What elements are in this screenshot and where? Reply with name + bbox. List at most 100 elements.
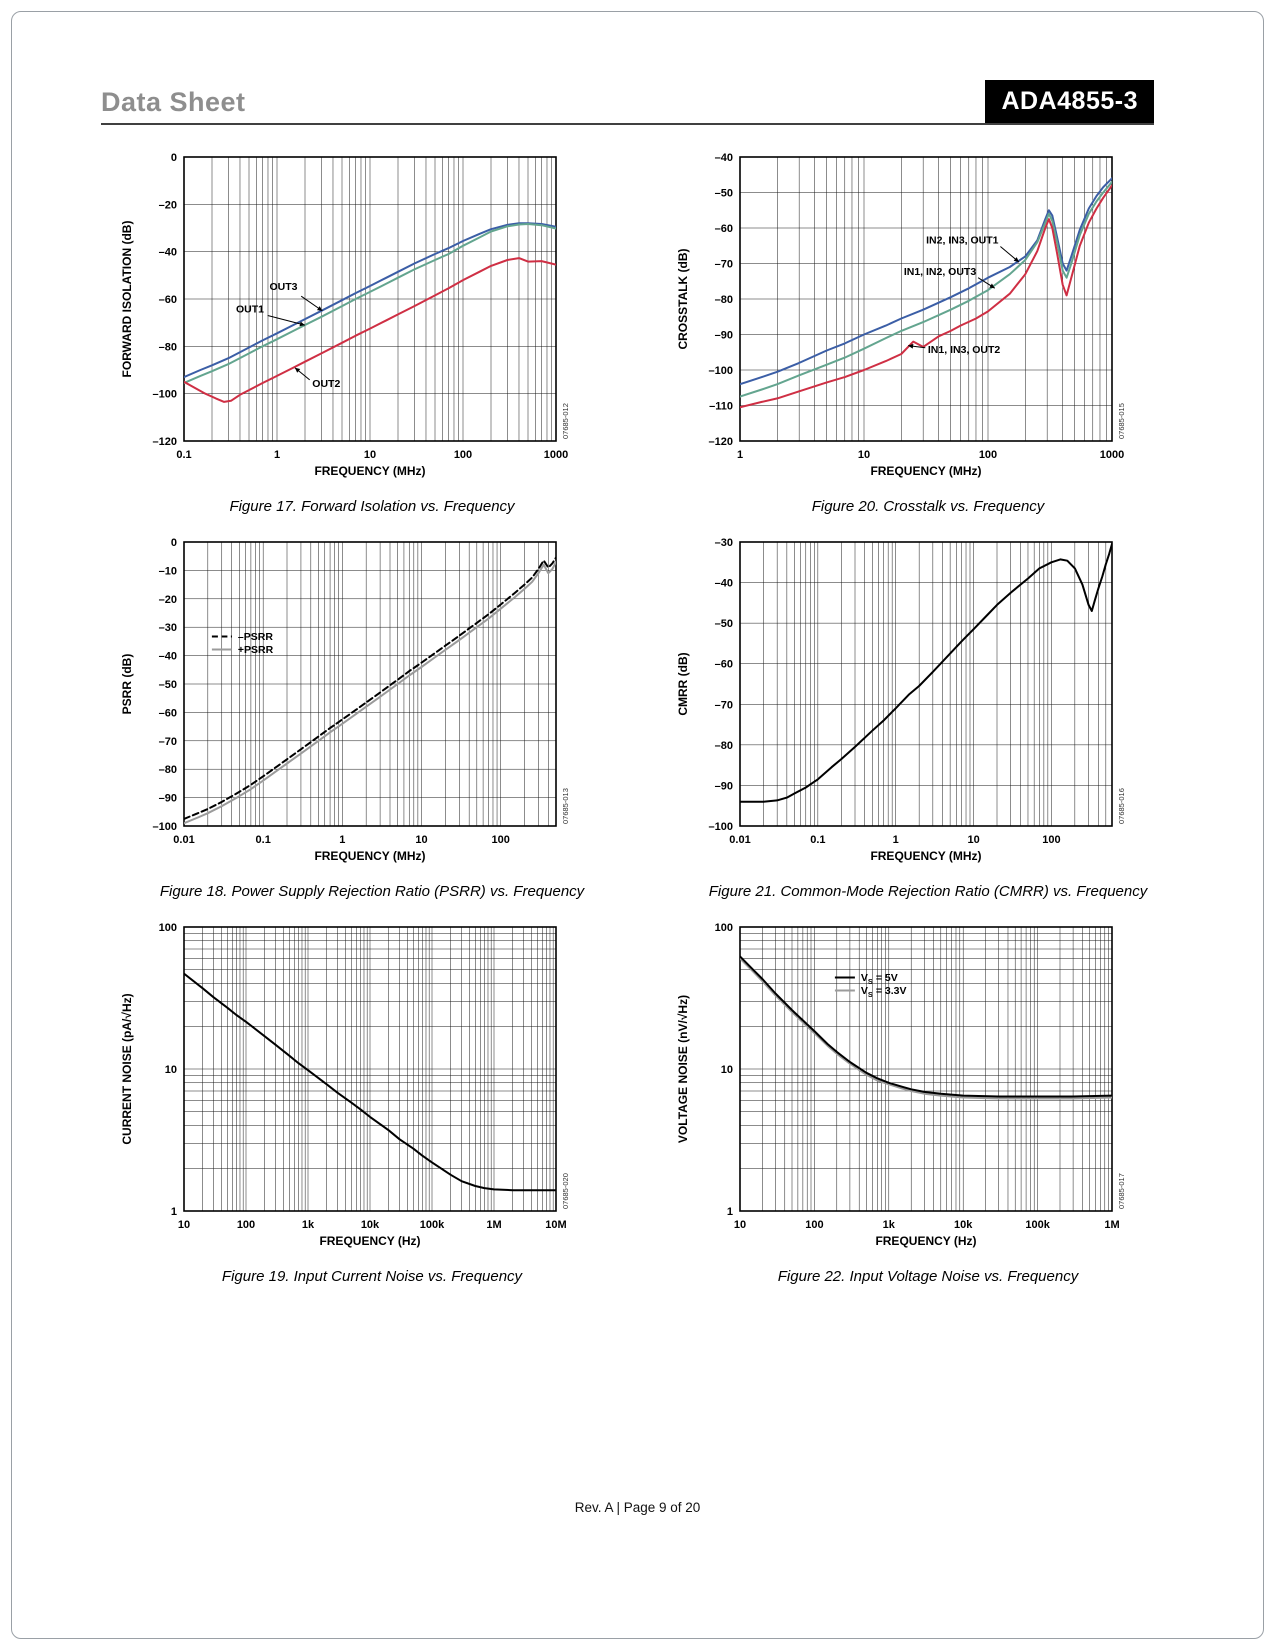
svg-text:100: 100 — [159, 922, 177, 934]
svg-text:10k: 10k — [954, 1219, 973, 1231]
svg-text:–50: –50 — [715, 618, 733, 630]
svg-text:–120: –120 — [153, 436, 177, 448]
svg-text:1: 1 — [737, 449, 743, 461]
svg-text:–100: –100 — [153, 389, 177, 401]
svg-text:0: 0 — [171, 537, 177, 549]
page-footer: Rev. A | Page 9 of 20 — [574, 1500, 701, 1515]
plot-border — [739, 541, 1113, 827]
svg-text:0.1: 0.1 — [176, 449, 191, 461]
x-axis-label: FREQUENCY (MHz) — [870, 849, 981, 863]
series-group — [184, 972, 556, 1192]
series-in2-in3-out1 — [740, 177, 1112, 386]
svg-text:–10: –10 — [159, 565, 177, 577]
svg-text:0.1: 0.1 — [810, 834, 825, 846]
svg-text:100k: 100k — [420, 1219, 445, 1231]
svg-text:10: 10 — [415, 834, 427, 846]
svg-text:–30: –30 — [715, 537, 733, 549]
chart-root: 0 –10 –20 –30 –40 –50 –60 –70 –80 –90 –1000.01 0.1 1… — [120, 537, 570, 863]
svg-text:100k: 100k — [1025, 1219, 1050, 1231]
annotation-label: IN2, IN3, OUT1 — [926, 235, 999, 247]
svg-text:–20: –20 — [159, 594, 177, 606]
legend-label: +PSRR — [238, 644, 274, 656]
tick-labels: –30 –40 –50 –60 –70 –80 –90 –1000.01 0.1 1 10 100 — [709, 537, 1061, 846]
svg-text:1: 1 — [339, 834, 345, 846]
svg-text:1: 1 — [171, 1206, 177, 1218]
svg-text:1M: 1M — [1104, 1219, 1119, 1231]
svg-text:10: 10 — [858, 449, 870, 461]
svg-text:–40: –40 — [715, 578, 733, 590]
figure-21: –30 –40 –50 –60 –70 –80 –90 –100 0.01 0.1 1 10 100 FR… — [672, 532, 1228, 900]
annotation-arrowhead — [317, 306, 323, 311]
svg-text:–90: –90 — [715, 780, 733, 792]
svg-text:–60: –60 — [715, 659, 733, 671]
grid-lines — [739, 926, 1113, 1212]
svg-text:–80: –80 — [159, 341, 177, 353]
figure-code: 07685-017 — [1117, 1173, 1126, 1209]
legend-label: VS = 3.3V — [861, 985, 907, 999]
grid-lines — [183, 541, 557, 827]
svg-text:10: 10 — [967, 834, 979, 846]
chart-root: –30 –40 –50 –60 –70 –80 –90 –1000.01 0.1 1 10 100 FR… — [676, 537, 1126, 863]
svg-text:–50: –50 — [715, 188, 733, 200]
y-axis-label: CMRR (dB) — [676, 652, 690, 715]
svg-text:10M: 10M — [545, 1219, 566, 1231]
figure-code: 07685-016 — [1117, 788, 1126, 824]
annotation-label: OUT3 — [269, 281, 297, 293]
series--psrr — [184, 560, 556, 825]
x-axis-label: FREQUENCY (MHz) — [314, 464, 425, 478]
chart-crosstalk: –40 –50 –60 –70 –80 –90 –100 –110 –120 1 10 100 1000… — [676, 152, 1126, 478]
series-group — [740, 543, 1112, 803]
series-in1-in2-out3 — [740, 180, 1112, 398]
svg-text:0.01: 0.01 — [729, 834, 750, 846]
figure-18: 0 –10 –20 –30 –40 –50 –60 –70 –80 –90 –100 0.01 0.1 1… — [116, 532, 672, 900]
svg-text:–100: –100 — [709, 365, 733, 377]
grid-lines — [739, 156, 1113, 442]
svg-text:–30: –30 — [159, 622, 177, 634]
annotation-label: OUT2 — [312, 378, 340, 390]
svg-text:100: 100 — [454, 449, 472, 461]
y-axis-label: PSRR (dB) — [120, 654, 134, 715]
svg-text:1k: 1k — [883, 1219, 896, 1231]
figure-19: 1 10 100 10 100 1k 10k 100k 1M 10M FREQUENCY (Hz) C… — [116, 917, 672, 1285]
svg-text:–20: –20 — [159, 199, 177, 211]
svg-text:–110: –110 — [709, 401, 733, 413]
annotation-arrowhead — [989, 283, 995, 289]
series-out3 — [184, 222, 556, 379]
svg-text:–80: –80 — [159, 764, 177, 776]
annotation-arrowhead — [294, 367, 301, 373]
annotation-arrow — [267, 315, 306, 326]
svg-text:–100: –100 — [153, 821, 177, 833]
series-group — [184, 556, 556, 825]
figure-17-caption: Figure 17. Forward Isolation vs. Frequen… — [229, 498, 515, 515]
svg-text:1: 1 — [893, 834, 899, 846]
x-axis-label: FREQUENCY (Hz) — [319, 1234, 420, 1248]
svg-text:–60: –60 — [715, 223, 733, 235]
svg-text:–40: –40 — [159, 651, 177, 663]
svg-text:100: 100 — [979, 449, 997, 461]
svg-text:10k: 10k — [361, 1219, 380, 1231]
figure-22: 1 10 100 10 100 1k 10k 100k 1M FREQUENCY (Hz) VOLT… — [672, 917, 1228, 1285]
figure-21-caption: Figure 21. Common-Mode Rejection Ratio (… — [708, 883, 1148, 900]
svg-text:–40: –40 — [715, 152, 733, 164]
svg-text:–50: –50 — [159, 679, 177, 691]
svg-text:10: 10 — [178, 1219, 190, 1231]
grid-lines — [739, 541, 1113, 827]
svg-text:100: 100 — [237, 1219, 255, 1231]
legend: –PSRR+PSRR — [211, 631, 274, 656]
figure-20: –40 –50 –60 –70 –80 –90 –100 –110 –120 1 10 100 1000… — [672, 147, 1228, 515]
svg-text:10: 10 — [165, 1064, 177, 1076]
figure-code: 07685-015 — [1117, 403, 1126, 439]
series-out2 — [184, 257, 556, 403]
figures-grid: 0 –20 –40 –60 –80 –100 –120 0.1 1 10 100 1000 FREQUE… — [116, 147, 1228, 1285]
plot-border — [183, 156, 557, 442]
y-axis-label: CURRENT NOISE (pA/√Hz) — [120, 993, 134, 1144]
plot-border — [739, 926, 1113, 1212]
svg-text:1: 1 — [274, 449, 280, 461]
legend-label: VS = 5V — [861, 972, 898, 986]
svg-text:1: 1 — [727, 1206, 733, 1218]
figure-20-caption: Figure 20. Crosstalk vs. Frequency — [811, 498, 1045, 515]
